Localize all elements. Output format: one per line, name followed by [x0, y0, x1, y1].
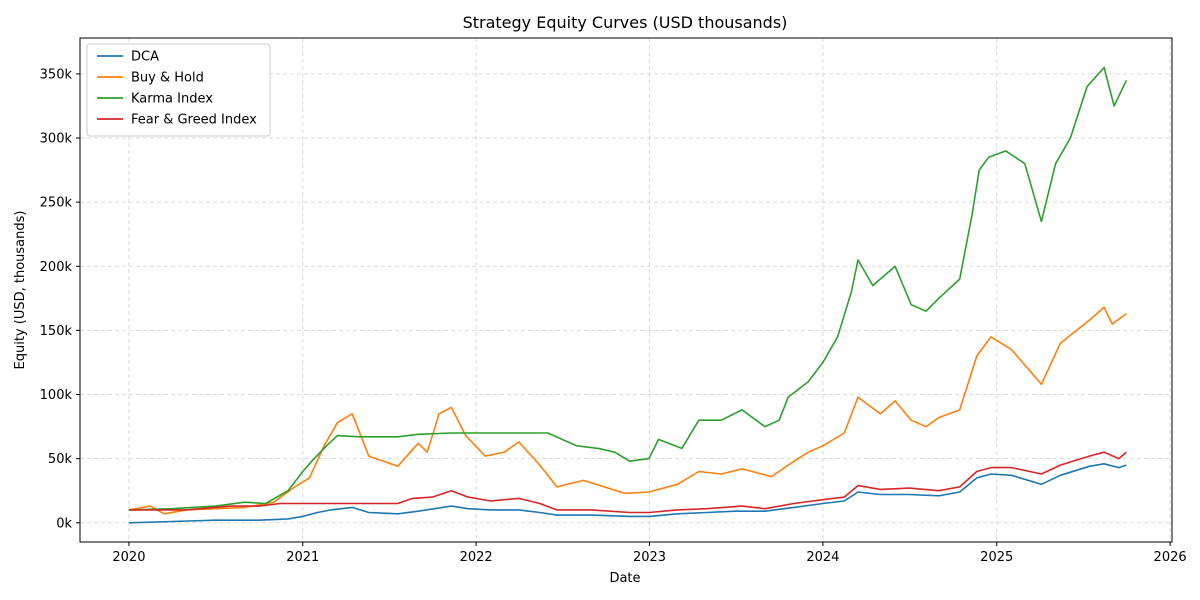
x-tick-label: 2025 — [980, 550, 1013, 565]
chart-title: Strategy Equity Curves (USD thousands) — [463, 13, 788, 32]
x-tick-label: 2026 — [1154, 550, 1187, 565]
series-line-2 — [128, 66, 1128, 511]
y-tick-label: 350k — [40, 67, 73, 82]
y-axis-title: Equity (USD, thousands) — [13, 211, 28, 370]
x-tick-label: 2022 — [460, 550, 493, 565]
legend: DCA Buy & Hold Karma Index Fear & Greed Ind… — [86, 43, 271, 137]
x-axis-title: Date — [609, 571, 640, 586]
y-tick-label: 0k — [56, 516, 72, 531]
y-tick-label: 100k — [40, 388, 73, 403]
y-axis: 0k 50k 100k 150k 200k 250k 300k 350k — [40, 67, 80, 531]
y-tick-label: 200k — [40, 260, 73, 275]
legend-label: Karma Index — [131, 92, 213, 107]
series-line-1 — [128, 306, 1127, 515]
y-tick-label: 150k — [40, 324, 73, 339]
legend-label: Buy & Hold — [131, 71, 204, 86]
legend-label: Fear & Greed Index — [131, 113, 257, 128]
legend-label: DCA — [131, 50, 159, 65]
legend-box — [86, 43, 271, 137]
y-tick-label: 300k — [40, 132, 73, 147]
y-tick-label: 50k — [48, 452, 73, 467]
series-line-0 — [128, 462, 1127, 524]
x-tick-label: 2023 — [633, 550, 666, 565]
x-tick-label: 2024 — [806, 550, 839, 565]
series-layer — [128, 66, 1128, 524]
y-tick-label: 250k — [40, 196, 73, 211]
x-tick-label: 2021 — [286, 550, 319, 565]
x-tick-label: 2020 — [112, 550, 145, 565]
grid — [80, 38, 1172, 542]
plot-frame — [79, 37, 1173, 543]
x-axis: 2020 2021 2022 2023 2024 2025 2026 — [112, 542, 1187, 565]
series-line-3 — [128, 451, 1127, 514]
